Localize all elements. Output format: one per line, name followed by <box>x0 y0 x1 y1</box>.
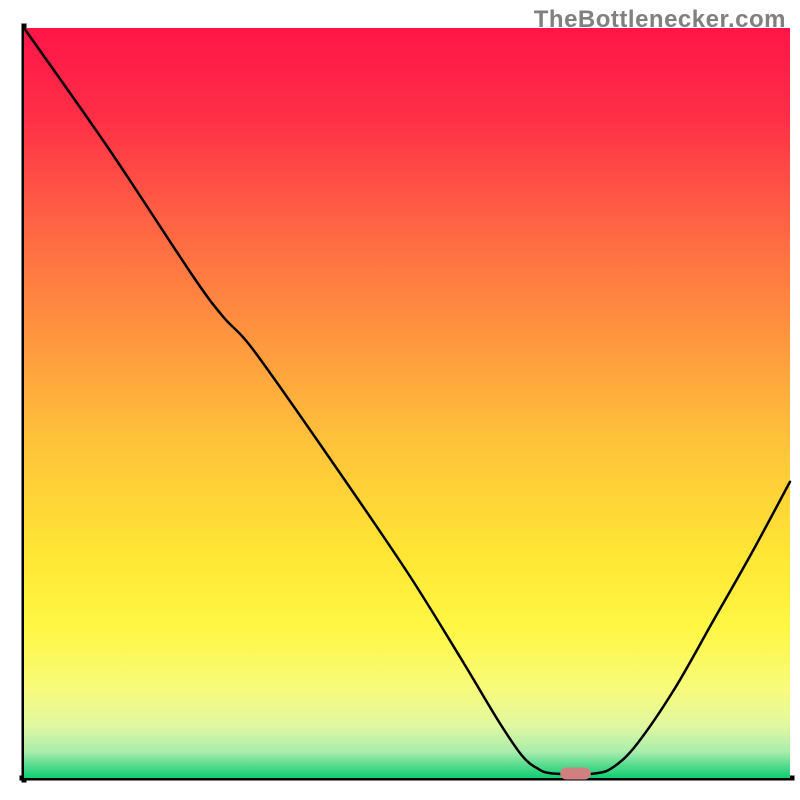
bottleneck-curve-plot <box>0 0 800 800</box>
optimal-marker <box>560 768 591 780</box>
chart-container: TheBottlenecker.com <box>0 0 800 800</box>
gradient-background <box>24 28 790 778</box>
